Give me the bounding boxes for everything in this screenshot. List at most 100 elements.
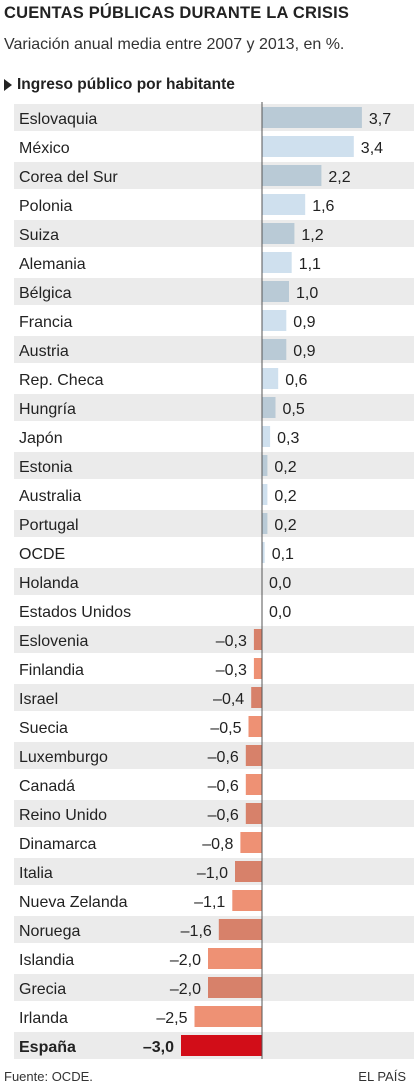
value-label: 0,2 xyxy=(274,488,296,505)
value-label: 0,2 xyxy=(274,517,296,534)
bar xyxy=(232,890,262,911)
bar xyxy=(262,310,287,331)
bar xyxy=(253,629,262,650)
bar xyxy=(262,252,292,273)
value-label: –0,6 xyxy=(208,749,239,766)
category-label: Japón xyxy=(19,430,63,447)
category-label: Holanda xyxy=(19,575,79,592)
row-background xyxy=(14,220,414,247)
bar xyxy=(262,397,276,418)
value-label: 0,1 xyxy=(272,546,294,563)
category-label: Canadá xyxy=(19,778,75,795)
category-label: Reino Unido xyxy=(19,807,107,824)
value-label: 2,2 xyxy=(328,169,350,186)
category-label: Corea del Sur xyxy=(19,169,118,186)
value-label: 0,3 xyxy=(277,430,299,447)
category-label: Finlandia xyxy=(19,662,84,679)
row-background xyxy=(14,626,414,653)
bar xyxy=(262,455,268,476)
row-background xyxy=(14,916,414,943)
bar xyxy=(194,1006,262,1027)
bar xyxy=(251,687,262,708)
row-background xyxy=(14,394,414,421)
value-label: 0,0 xyxy=(269,575,291,592)
category-label: Italia xyxy=(19,865,53,882)
value-label: 0,2 xyxy=(274,459,296,476)
category-label: Rep. Checa xyxy=(19,372,104,389)
category-label: Dinamarca xyxy=(19,836,96,853)
value-label: 3,7 xyxy=(369,111,391,128)
category-label: Australia xyxy=(19,488,81,505)
source-note: Fuente: OCDE. xyxy=(4,1069,93,1084)
bar xyxy=(262,281,289,302)
bar xyxy=(208,948,262,969)
category-label: Alemania xyxy=(19,256,86,273)
row-background xyxy=(14,278,414,305)
category-label: Luxemburgo xyxy=(19,749,108,766)
row-background xyxy=(14,162,414,189)
bar xyxy=(262,194,306,215)
value-label: 1,6 xyxy=(312,198,334,215)
bar-chart: Eslovaquia 3,7 México 3,4 Corea del Sur 2,2 Po… xyxy=(14,102,414,1059)
value-label: –0,8 xyxy=(202,836,233,853)
row-background xyxy=(14,568,414,595)
row-background xyxy=(14,800,414,827)
value-label: 0,9 xyxy=(293,343,315,360)
value-label: 1,0 xyxy=(296,285,318,302)
value-label: –0,6 xyxy=(208,778,239,795)
bar xyxy=(245,745,262,766)
bar xyxy=(262,223,295,244)
category-label: Polonia xyxy=(19,198,72,215)
value-label: –0,6 xyxy=(208,807,239,824)
bar xyxy=(253,658,262,679)
bar xyxy=(240,832,262,853)
bar xyxy=(245,803,262,824)
value-label: 3,4 xyxy=(361,140,383,157)
chart-subtitle: Variación anual media entre 2007 y 2013,… xyxy=(4,36,345,53)
category-label: México xyxy=(19,140,70,157)
value-label: –0,3 xyxy=(216,633,247,650)
bar xyxy=(262,368,279,389)
row-background xyxy=(14,336,414,363)
value-label: –0,5 xyxy=(210,720,241,737)
row-background xyxy=(14,452,414,479)
bar xyxy=(181,1035,262,1056)
value-label: –2,0 xyxy=(170,981,201,998)
bar xyxy=(208,977,262,998)
value-label: –1,6 xyxy=(181,923,212,940)
bar xyxy=(248,716,262,737)
category-label: Bélgica xyxy=(19,285,72,302)
category-label: OCDE xyxy=(19,546,65,563)
value-label: –2,0 xyxy=(170,952,201,969)
bar xyxy=(262,513,268,534)
category-label: Estados Unidos xyxy=(19,604,131,621)
section-label: Ingreso público por habitante xyxy=(17,76,235,93)
value-label: 1,2 xyxy=(301,227,323,244)
category-label: Austria xyxy=(19,343,69,360)
chart-title: CUENTAS PÚBLICAS DURANTE LA CRISIS xyxy=(4,4,350,22)
bar xyxy=(262,484,268,505)
value-label: 0,6 xyxy=(285,372,307,389)
bar xyxy=(245,774,262,795)
bar xyxy=(262,136,354,157)
bar xyxy=(235,861,262,882)
value-label: 0,0 xyxy=(269,604,291,621)
bar xyxy=(262,426,271,447)
category-label: Grecia xyxy=(19,981,66,998)
bar xyxy=(262,542,265,563)
category-label: Noruega xyxy=(19,923,80,940)
value-label: 0,5 xyxy=(283,401,305,418)
row-background xyxy=(14,510,414,537)
category-label: Portugal xyxy=(19,517,79,534)
value-label: 1,1 xyxy=(299,256,321,273)
category-label: Eslovaquia xyxy=(19,111,97,128)
bar xyxy=(262,107,362,128)
category-label: Nueva Zelanda xyxy=(19,894,128,911)
section-heading: Ingreso público por habitante xyxy=(4,76,235,94)
bar xyxy=(262,165,322,186)
value-label: –0,3 xyxy=(216,662,247,679)
value-label: –1,1 xyxy=(194,894,225,911)
row-background xyxy=(14,858,414,885)
bar xyxy=(218,919,262,940)
value-label: –3,0 xyxy=(143,1039,174,1056)
